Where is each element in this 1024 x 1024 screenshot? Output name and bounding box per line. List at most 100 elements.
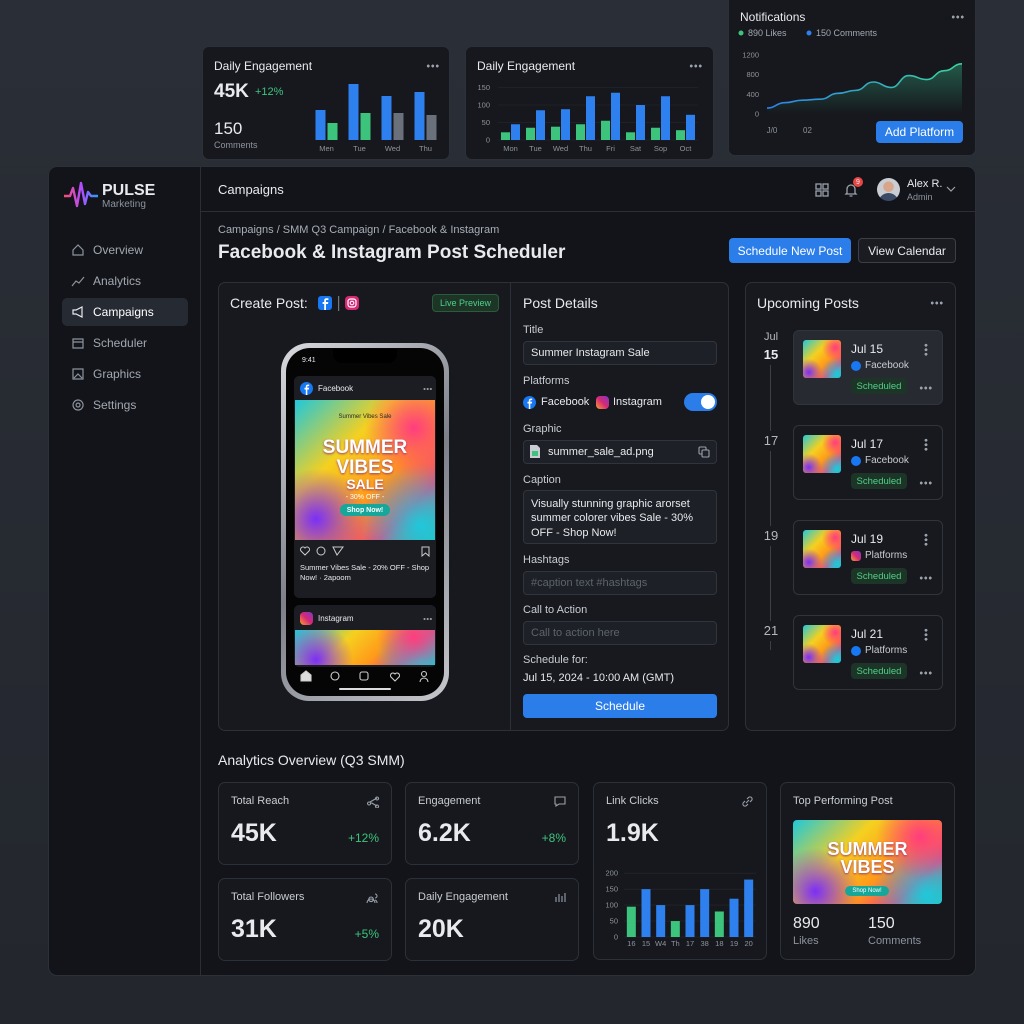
x-tick-label: Sat (630, 144, 642, 153)
active-nav-bg (62, 298, 188, 326)
phone-nav[interactable] (296, 669, 436, 683)
x-tick-label: 17 (686, 939, 694, 948)
bar (536, 110, 545, 140)
menu[interactable] (426, 64, 439, 68)
menu[interactable] (924, 343, 928, 356)
schedule-button[interactable]: Schedule (523, 694, 717, 718)
menu[interactable] (919, 671, 932, 675)
area (767, 63, 962, 114)
nav-item[interactable]: Settings (93, 398, 137, 412)
menu[interactable] (919, 386, 932, 390)
nav-icon-shape (72, 338, 84, 349)
sub-label: Comments (214, 140, 258, 150)
bar (714, 911, 724, 937)
menu[interactable] (689, 64, 702, 68)
legend-label: 150 Comments (816, 28, 878, 38)
x-tick-label: Mon (503, 144, 518, 153)
menu[interactable] (919, 576, 932, 580)
timeline (770, 365, 771, 650)
view-calendar-button[interactable]: View Calendar (858, 238, 956, 263)
promo-kicker: Summer Vibes Sale (338, 414, 392, 420)
nav-item[interactable]: Overview (93, 243, 144, 257)
section-title: Create Post: (230, 295, 308, 311)
post-platform: Instagram (318, 614, 354, 623)
x-tick-label: W4 (655, 939, 666, 948)
nav-item[interactable]: Graphics (93, 367, 142, 381)
promo-image (295, 400, 435, 540)
card-value: 31K (231, 915, 277, 943)
avatar[interactable] (877, 178, 900, 201)
x-tick-label: Wed (385, 144, 400, 153)
bar (641, 889, 651, 937)
post-actions[interactable] (299, 545, 431, 557)
graphic-input[interactable] (523, 440, 717, 464)
placeholder: Call to action here (531, 627, 620, 639)
value: 45K (214, 81, 249, 102)
menu[interactable] (951, 15, 964, 19)
menu[interactable] (924, 533, 928, 546)
title-input[interactable] (523, 341, 717, 365)
field-label: Call to Action (523, 604, 588, 616)
chevron[interactable] (946, 185, 956, 193)
cta-input[interactable] (523, 621, 717, 645)
nav-icon-shape (72, 244, 84, 256)
header-divider (201, 211, 975, 212)
change: +12% (255, 86, 284, 98)
y-tick-label: 50 (610, 917, 618, 926)
toggle[interactable] (684, 393, 717, 411)
nav-item[interactable]: Campaigns (93, 305, 154, 319)
bell-icon[interactable] (843, 181, 859, 198)
card-icon-shape (367, 796, 380, 808)
y-tick-label: 0 (614, 933, 618, 942)
nav-icon-shape (72, 399, 84, 411)
user-role: Admin (907, 192, 933, 202)
post-thumb (803, 435, 841, 473)
engagement-card (202, 46, 450, 160)
bar (626, 132, 635, 140)
menu[interactable] (422, 617, 433, 621)
card-value: 6.2K (418, 819, 471, 847)
card-icon (367, 796, 380, 808)
title-value: Summer Instagram Sale (531, 347, 650, 359)
field-label: Title (523, 324, 544, 336)
menu[interactable] (919, 481, 932, 485)
schedule-new-post-button[interactable]: Schedule New Post (729, 238, 851, 263)
copy-icon[interactable] (698, 446, 710, 458)
hashtags-input[interactable] (523, 571, 717, 595)
bar (501, 132, 510, 140)
bar (744, 879, 754, 937)
y-tick-label: 200 (605, 869, 618, 878)
menu[interactable] (930, 301, 943, 305)
promo-cta[interactable]: Shop Now! (340, 504, 390, 516)
grid-icon[interactable] (814, 182, 830, 198)
menu[interactable] (422, 387, 433, 391)
menu[interactable] (924, 438, 928, 451)
card-icon (366, 893, 378, 904)
y-tick-label: 150 (605, 885, 618, 894)
nav-item[interactable]: Analytics (93, 274, 142, 288)
fb-icon (300, 382, 313, 395)
caption-input[interactable] (523, 490, 717, 544)
bar (651, 127, 660, 140)
stat-card (218, 782, 392, 865)
x-tick-label: Tue (353, 144, 366, 153)
bar (700, 889, 710, 937)
x-tick-label: Thu (419, 144, 432, 153)
y-tick-label: 50 (482, 118, 490, 127)
menu[interactable] (924, 628, 928, 641)
card-change: +8% (541, 831, 566, 845)
mini-chart: Men Tue Wed Thu (315, 84, 437, 153)
section-title: Upcoming Posts (757, 295, 859, 311)
line (766, 62, 963, 109)
post-platform: Platforms (865, 550, 908, 561)
promo-line: SUMMER (322, 437, 408, 458)
logo (64, 181, 98, 208)
nav-item[interactable]: Scheduler (93, 336, 148, 350)
fb-icon (523, 396, 536, 409)
y-tick-label: 800 (746, 70, 759, 79)
y-tick-label: 1200 (742, 50, 759, 59)
post-platform: Facebook (318, 384, 354, 393)
add-platform-button[interactable]: Add Platform (876, 121, 963, 143)
section-title: Post Details (523, 295, 598, 311)
bar (670, 921, 680, 937)
